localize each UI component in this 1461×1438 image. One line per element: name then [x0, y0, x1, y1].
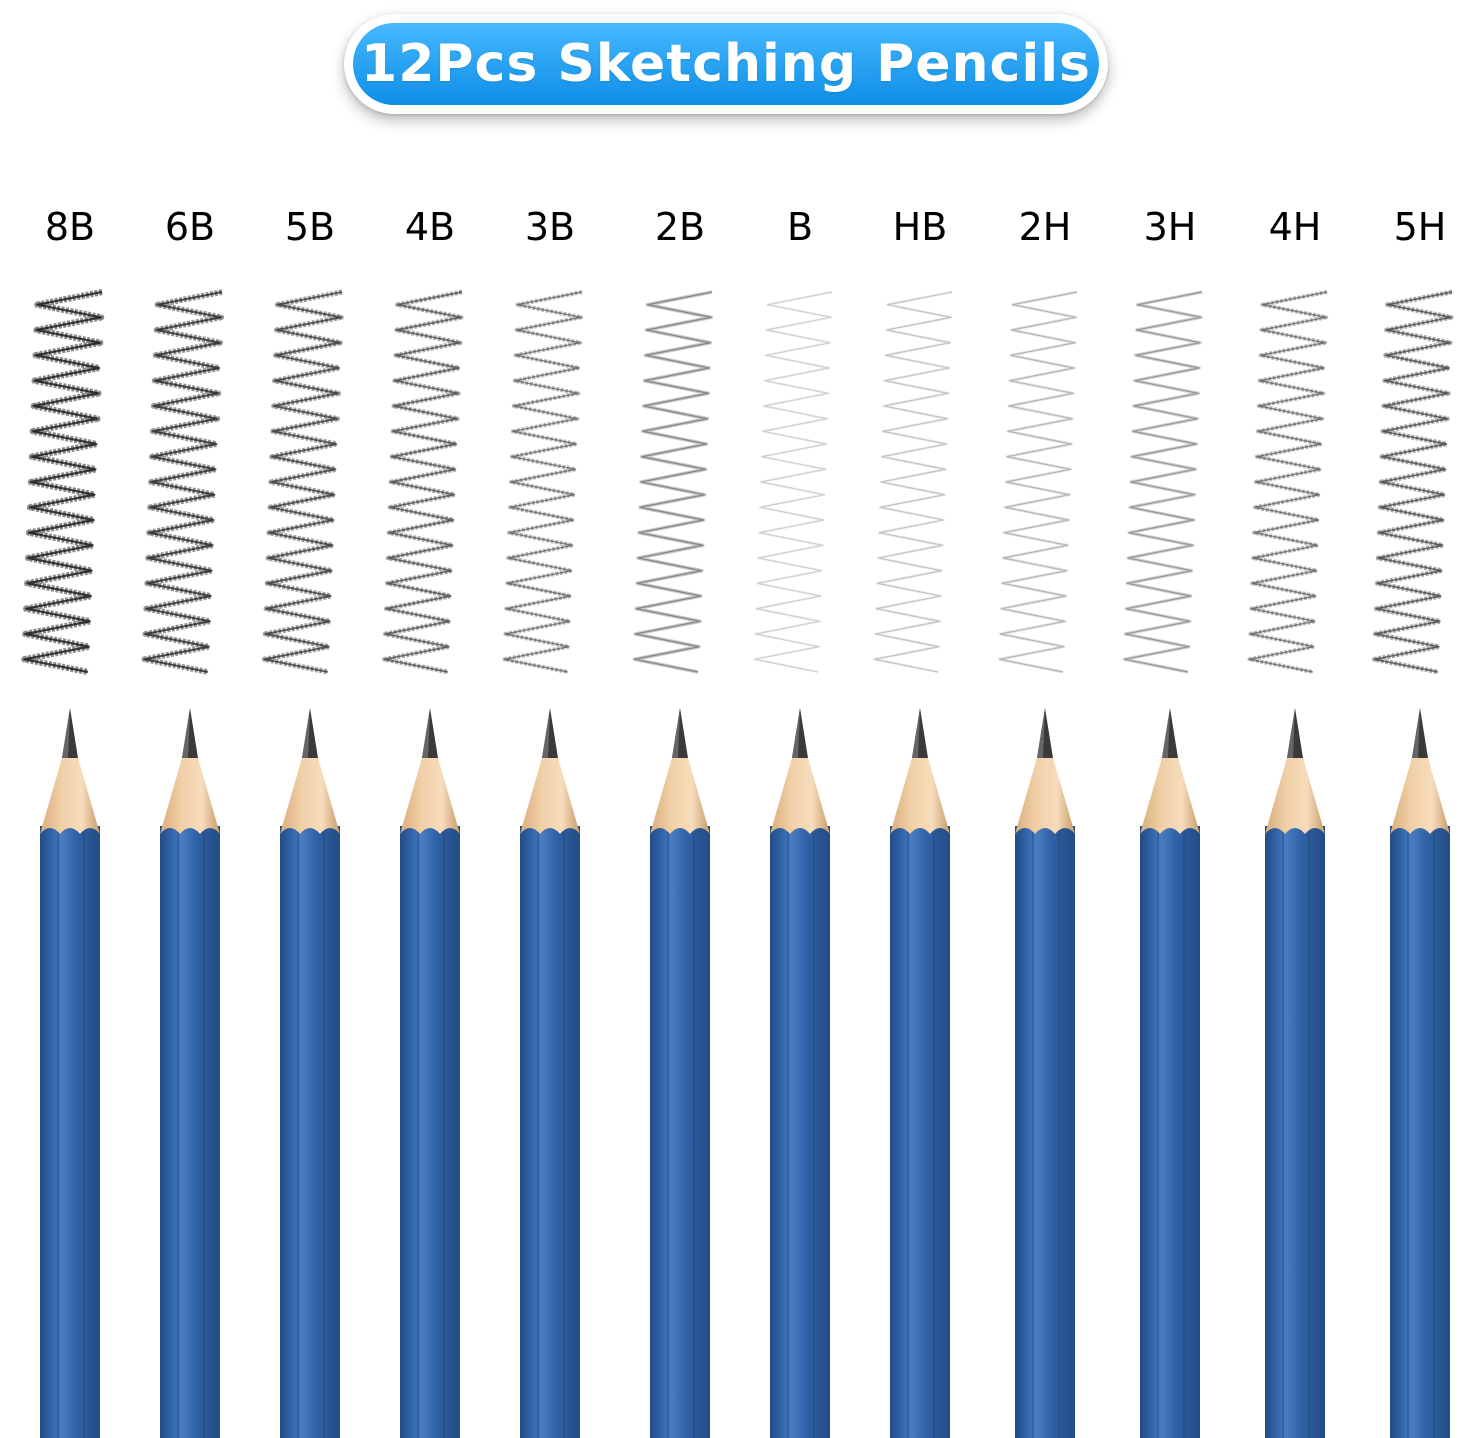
scribble-hb: [873, 290, 953, 674]
pencil-hb: [890, 708, 950, 1438]
scribble-b: [753, 290, 833, 674]
grade-label-b: B: [786, 205, 814, 249]
pencil-3b: [520, 708, 580, 1438]
pencil-5h: [1390, 708, 1450, 1438]
scribble-5h: [1372, 289, 1454, 675]
grade-label-5h: 5H: [1393, 205, 1447, 249]
grade-label-3b: 3B: [524, 205, 576, 249]
pencil-5b: [280, 708, 340, 1438]
banner-title: 12Pcs Sketching Pencils: [361, 34, 1091, 94]
pencil-4b: [400, 708, 460, 1438]
scribble-6b: [141, 289, 225, 675]
scribble-5b: [261, 289, 344, 675]
pencil-b: [770, 708, 830, 1438]
scribble-3b: [502, 289, 584, 675]
grade-label-6b: 6B: [164, 205, 216, 249]
title-banner-fill: 12Pcs Sketching Pencils: [353, 23, 1099, 105]
pencil-4h: [1265, 708, 1325, 1438]
pencil-6b: [160, 708, 220, 1438]
pencil-8b: [40, 708, 100, 1438]
grade-label-3h: 3H: [1143, 205, 1197, 249]
pencil-3h: [1140, 708, 1200, 1438]
grade-label-2h: 2H: [1018, 205, 1072, 249]
pencil-2b: [650, 708, 710, 1438]
scribble-4h: [1247, 289, 1329, 675]
scribble-2b: [632, 290, 713, 674]
grade-label-5b: 5B: [284, 205, 336, 249]
grade-label-8b: 8B: [44, 205, 96, 249]
grade-label-2b: 2B: [654, 205, 706, 249]
scribble-2h: [998, 290, 1078, 674]
grade-label-hb: HB: [892, 205, 948, 249]
scribble-8b: [21, 288, 105, 676]
grade-label-4h: 4H: [1268, 205, 1322, 249]
pencil-2h: [1015, 708, 1075, 1438]
title-banner: 12Pcs Sketching Pencils: [344, 14, 1108, 114]
grade-label-4b: 4B: [404, 205, 456, 249]
scribble-3h: [1122, 290, 1203, 674]
scribble-4b: [382, 289, 464, 675]
